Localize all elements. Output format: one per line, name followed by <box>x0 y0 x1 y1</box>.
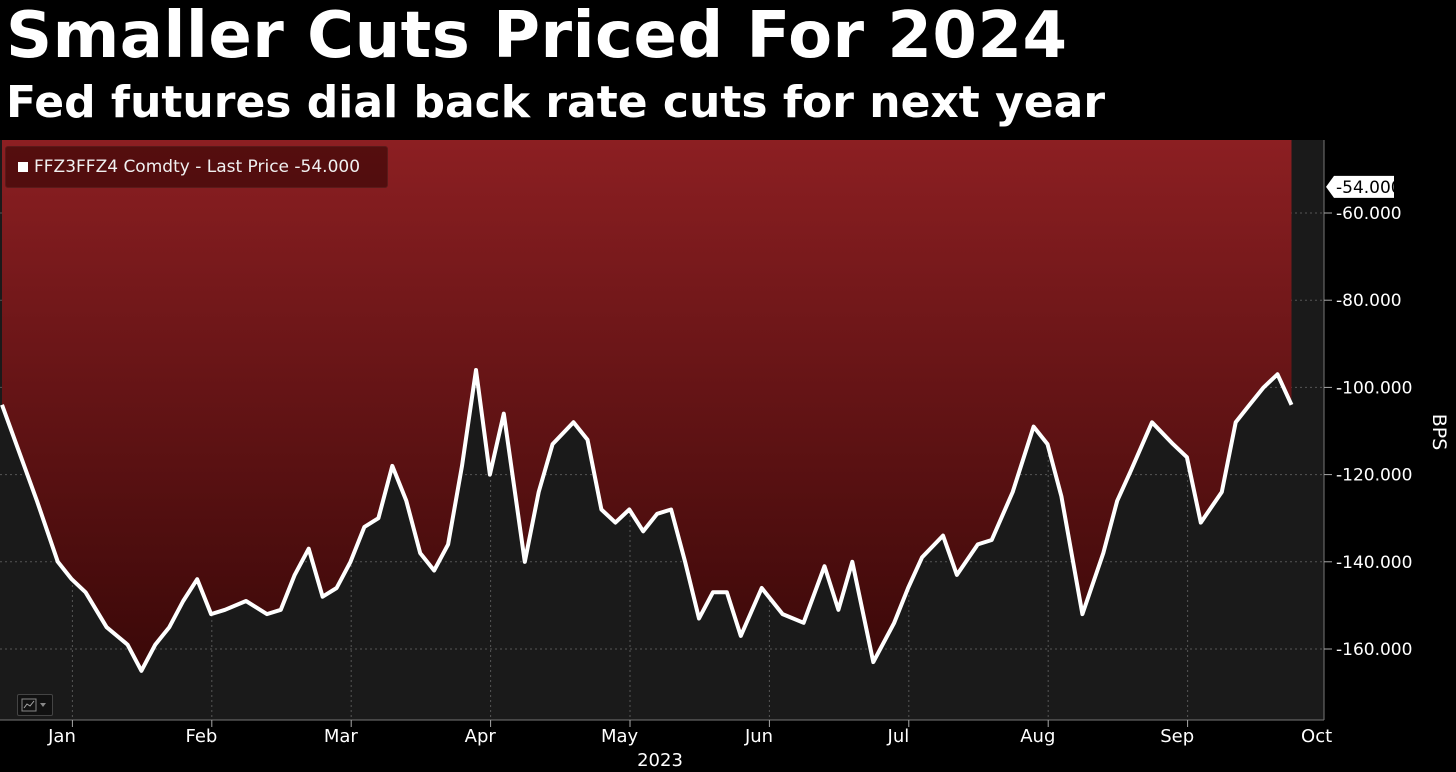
x-tick-label: Jan <box>47 726 76 747</box>
legend-label: FFZ3FFZ4 Comdty - Last Price -54.000 <box>34 157 361 177</box>
y-tick-label: -60.000 <box>1336 204 1402 224</box>
x-tick-label: Aug <box>1020 726 1055 747</box>
chart-title: Smaller Cuts Priced For 2024 <box>6 0 1068 73</box>
y-axis-ticks: -60.000 -80.000 -100.000 -120.000 -140.000 -1… <box>1324 204 1412 660</box>
line-chart-glyph <box>21 698 46 712</box>
series-line <box>0 368 1294 673</box>
x-tick-label: Jul <box>887 726 910 747</box>
last-value-tag: -54.000 <box>1326 175 1402 198</box>
chart-legend: FFZ3FFZ4 Comdty - Last Price -54.000 <box>5 146 388 188</box>
x-tick-label: Jun <box>744 726 773 747</box>
x-tick-label: Feb <box>185 726 217 747</box>
x-axis-label: 2023 <box>637 750 683 771</box>
y-tick-label: -100.000 <box>1336 378 1412 398</box>
y-tick-label: -160.000 <box>1336 640 1412 660</box>
legend-swatch <box>18 162 28 172</box>
y-axis-label: BPS <box>1428 414 1450 451</box>
x-tick-label: May <box>601 726 639 747</box>
line-chart-icon[interactable] <box>17 694 53 716</box>
y-tick-label: -80.000 <box>1336 291 1402 311</box>
x-tick-label: Sep <box>1160 726 1194 747</box>
chart-subtitle: Fed futures dial back rate cuts for next… <box>6 77 1106 128</box>
area-fill <box>2 140 1292 671</box>
y-tick-label: -120.000 <box>1336 466 1412 486</box>
x-axis-ticks: Jan Feb Mar Apr May Jun Jul Aug Sep Oct <box>47 720 1332 747</box>
x-tick-label: Mar <box>324 726 359 747</box>
x-tick-label: Oct <box>1301 726 1332 747</box>
last-value-label: -54.000 <box>1336 178 1402 198</box>
x-tick-label: Apr <box>465 726 497 747</box>
y-tick-label: -140.000 <box>1336 553 1412 573</box>
last-value-tag-shape <box>1326 175 1394 198</box>
